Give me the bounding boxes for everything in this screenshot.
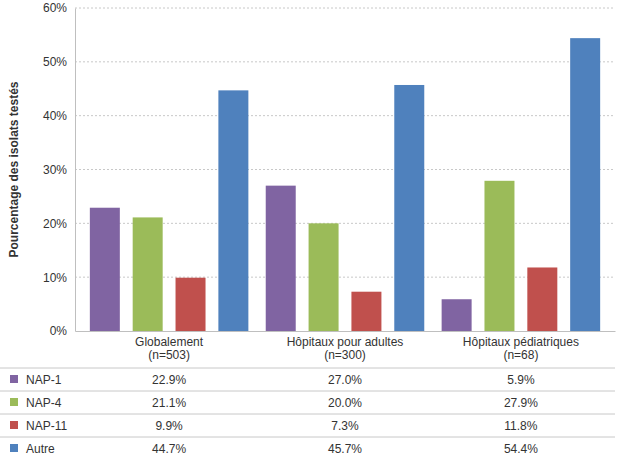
grid-line <box>75 8 615 9</box>
y-tick-label: 30% <box>43 163 67 177</box>
x-tick-label: Hôpitaux pédiatriques(n=68) <box>463 335 579 362</box>
grid-line <box>75 169 615 170</box>
table-value: 9.9% <box>155 419 183 433</box>
bar <box>266 186 296 331</box>
y-tick: 0% <box>50 324 75 338</box>
legend-swatch <box>10 444 18 452</box>
x-tick-label-line: (n=68) <box>503 348 538 362</box>
x-tick-label-line: Globalement <box>135 335 204 349</box>
y-tick: 30% <box>43 163 75 177</box>
y-tick: 60% <box>43 1 75 15</box>
bar <box>218 90 248 331</box>
bar <box>570 38 600 331</box>
table-rule <box>0 368 615 369</box>
x-axis-line <box>76 331 616 332</box>
table-value: 5.9% <box>507 373 535 387</box>
y-axis-line <box>75 9 76 332</box>
table-value: 11.8% <box>504 419 537 433</box>
table-value: 22.9% <box>152 373 186 387</box>
y-tick: 10% <box>43 271 75 285</box>
y-tick: 40% <box>43 109 75 123</box>
x-tick-label-line: (n=300) <box>324 348 366 362</box>
x-tick-label: Globalement(n=503) <box>135 335 204 362</box>
table-value: 27.0% <box>328 373 362 387</box>
x-tick-label-line: (n=503) <box>148 348 190 362</box>
y-tick-label: 0% <box>50 324 68 338</box>
x-axis: Globalement(n=503)Hôpitaux pour adultes(… <box>76 331 616 362</box>
bar <box>484 181 514 331</box>
table-value: 54.4% <box>504 442 538 456</box>
bar <box>309 223 339 331</box>
chart: 0% 10% 20% 30% 40% 50% 60% Pourcentage des isol… <box>0 0 620 458</box>
bar <box>394 85 424 331</box>
bar <box>176 278 206 331</box>
x-tick-label-line: Hôpitaux pour adultes <box>287 335 404 349</box>
legend-swatch <box>10 421 18 429</box>
table-value: 45.7% <box>328 442 362 456</box>
bar <box>90 208 120 331</box>
legend-label: NAP-1 <box>26 373 62 387</box>
bar <box>351 292 381 331</box>
x-tick: Hôpitaux pour adultes(n=300) <box>287 331 404 362</box>
data-table: NAP-1 22.9% 27.0% 5.9% NAP-4 21.1% 20.0% 27.9% N… <box>0 368 615 456</box>
bar <box>133 217 163 331</box>
x-tick-label-line: Hôpitaux pédiatriques <box>463 335 579 349</box>
table-value: 44.7% <box>152 442 186 456</box>
table-rule <box>0 414 615 415</box>
grid-line <box>75 61 615 62</box>
y-tick-label: 50% <box>43 55 67 69</box>
legend-label: NAP-4 <box>26 396 62 410</box>
y-tick-label: 10% <box>43 271 67 285</box>
y-tick-label: 60% <box>43 1 67 15</box>
grid-line <box>75 115 615 116</box>
y-tick: 20% <box>43 217 75 231</box>
y-tick-label: 20% <box>43 217 67 231</box>
table-value: 27.9% <box>504 396 538 410</box>
table-value: 21.1% <box>152 396 186 410</box>
y-axis-title: Pourcentage des isolats testés <box>7 81 21 257</box>
table-value: 7.3% <box>331 419 359 433</box>
y-axis: 0% 10% 20% 30% 40% 50% 60% <box>43 1 76 338</box>
bars <box>90 38 600 331</box>
table-rule <box>0 391 615 392</box>
y-tick: 50% <box>43 55 75 69</box>
legend-label: Autre <box>26 442 55 456</box>
legend-label: NAP-11 <box>26 419 67 433</box>
x-tick-label: Hôpitaux pour adultes(n=300) <box>287 335 404 362</box>
x-tick: Globalement(n=503) <box>135 331 204 362</box>
table-rule <box>0 437 615 438</box>
x-tick: Hôpitaux pédiatriques(n=68) <box>463 331 579 362</box>
y-tick-label: 40% <box>43 109 67 123</box>
bar <box>442 299 472 331</box>
table-value: 20.0% <box>328 396 362 410</box>
legend-swatch <box>10 375 18 383</box>
legend-swatch <box>10 398 18 406</box>
bar <box>527 267 557 331</box>
